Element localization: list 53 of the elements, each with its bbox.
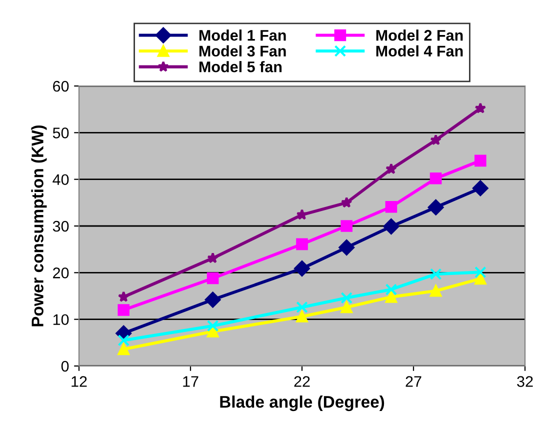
point bbox=[385, 284, 398, 296]
point bbox=[118, 304, 130, 316]
point bbox=[296, 310, 308, 322]
point bbox=[118, 334, 130, 346]
y-tick-label: 0 bbox=[61, 360, 69, 372]
point bbox=[207, 252, 218, 264]
legend-label: Model 5 fan bbox=[199, 61, 282, 72]
point bbox=[430, 172, 442, 184]
x-tick-label: 22 bbox=[294, 376, 310, 387]
point bbox=[385, 291, 398, 303]
y-tick-label: 20 bbox=[53, 268, 69, 278]
point bbox=[294, 260, 310, 276]
point bbox=[296, 208, 308, 220]
point bbox=[206, 320, 219, 332]
point bbox=[340, 301, 353, 314]
y-tick-label: 40 bbox=[52, 174, 69, 186]
point bbox=[474, 154, 486, 167]
point bbox=[428, 199, 444, 216]
x-axis-title: Blade angle (Degree) bbox=[220, 396, 384, 412]
legend-label: Model 3 Fan bbox=[199, 45, 286, 57]
y-tick-label: 60 bbox=[53, 80, 69, 92]
point bbox=[385, 200, 398, 213]
point bbox=[340, 196, 352, 208]
point bbox=[386, 163, 397, 174]
point bbox=[430, 268, 442, 280]
x-tick-label: 12 bbox=[72, 376, 87, 387]
legend-label: Model 2 Fan bbox=[376, 30, 463, 41]
point bbox=[383, 218, 400, 234]
y-tick-label: 10 bbox=[53, 314, 69, 326]
point bbox=[118, 291, 130, 302]
point bbox=[118, 343, 130, 356]
point bbox=[206, 326, 219, 338]
point bbox=[340, 292, 353, 304]
point bbox=[474, 272, 486, 285]
point bbox=[430, 134, 442, 146]
x-tick-label: 27 bbox=[406, 376, 422, 387]
point bbox=[204, 292, 221, 308]
legend-label: Model 4 Fan bbox=[376, 45, 463, 57]
point bbox=[430, 284, 442, 297]
x-tick-label: 17 bbox=[183, 376, 198, 387]
point bbox=[206, 272, 219, 284]
y-tick-label: 30 bbox=[52, 220, 69, 232]
legend-label: Model 1 Fan bbox=[199, 30, 286, 41]
point bbox=[340, 220, 353, 232]
y-axis-title: Power consumption (KW) bbox=[31, 125, 47, 326]
point bbox=[474, 102, 486, 114]
point bbox=[338, 240, 355, 256]
x-tick-label: 32 bbox=[517, 376, 533, 387]
point bbox=[472, 180, 488, 196]
y-tick-label: 50 bbox=[52, 128, 69, 138]
point bbox=[296, 238, 308, 250]
point bbox=[474, 266, 486, 278]
point bbox=[296, 301, 308, 314]
